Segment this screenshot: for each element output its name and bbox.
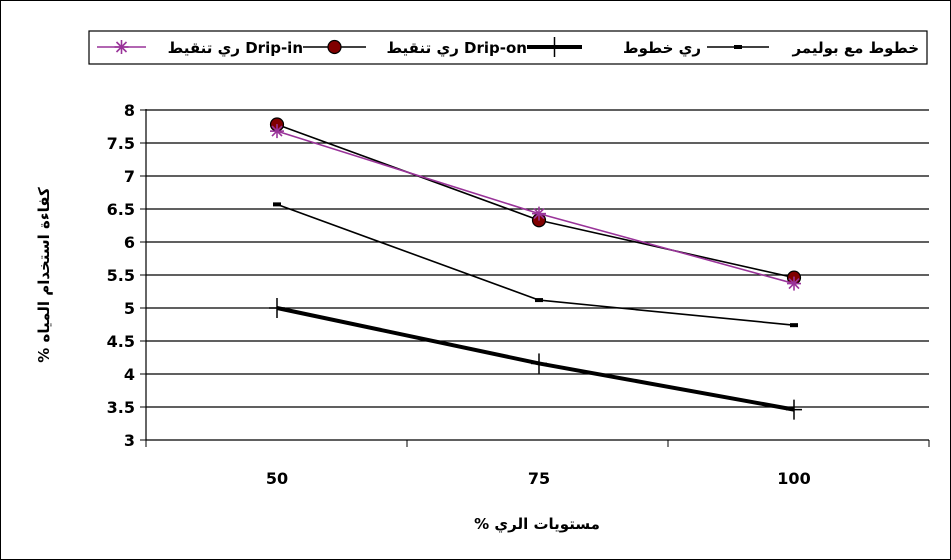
- x-tick-label: 50: [266, 469, 288, 488]
- legend-item: ري تنقيط Drip-on: [303, 39, 527, 58]
- legend-box: [88, 30, 928, 65]
- legend-label: ري تنقيط Drip-on: [386, 39, 527, 58]
- legend-label: ري تنقيط Drip-in: [168, 39, 303, 58]
- y-tick-label: 7: [124, 167, 135, 186]
- series-layer: [269, 117, 802, 420]
- y-tick-label: 3.5: [107, 398, 135, 417]
- legend-item: ري خطوط: [527, 37, 701, 58]
- data-point: [535, 298, 543, 303]
- data-point: [273, 202, 281, 207]
- x-axis-title: مستويات الري %: [474, 515, 600, 534]
- y-tick-label: 5.5: [107, 266, 135, 285]
- y-tick-label: 7.5: [107, 134, 135, 153]
- data-point: [787, 276, 801, 291]
- axes: [140, 109, 930, 447]
- y-tick-label: 4.5: [107, 332, 135, 351]
- legend-item: ري تنقيط Drip-in: [97, 39, 303, 58]
- data-point: [269, 298, 285, 318]
- legend-marker: [546, 37, 563, 57]
- legend-marker: [734, 45, 742, 49]
- legend-marker: [114, 40, 129, 54]
- data-point: [790, 323, 798, 328]
- x-tick-labels: 50 75 100: [266, 469, 811, 488]
- legend-label: خطوط مع بوليمر: [791, 39, 919, 57]
- data-point: [531, 353, 547, 374]
- x-tick-label: 100: [777, 469, 810, 488]
- legend-marker: [327, 39, 342, 55]
- data-point: [786, 399, 802, 420]
- data-point: [270, 124, 284, 139]
- gridlines: [146, 109, 929, 408]
- x-tick-label: 75: [528, 469, 550, 488]
- y-tick-label: 4: [124, 365, 135, 384]
- y-tick-labels: 3 3.5 4 4.5 5 5.5 6 6.5 7 7.5 8: [107, 101, 135, 450]
- series-line: [276, 123, 795, 279]
- series-line: [276, 306, 795, 412]
- y-tick-label: 8: [124, 101, 135, 120]
- legend-item: خطوط مع بوليمر: [707, 39, 919, 57]
- y-tick-label: 6: [124, 233, 135, 252]
- y-tick-label: 3: [124, 431, 135, 450]
- y-tick-label: 5: [124, 299, 135, 318]
- legend-label: ري خطوط: [623, 39, 701, 58]
- y-tick-label: 6.5: [107, 200, 135, 219]
- data-point: [532, 206, 546, 221]
- y-axis-title: كفاءة استخدام المياه %: [35, 187, 53, 363]
- legend: ري تنقيط Drip-in ري تنقيط Drip-on ري خطوط خ…: [88, 30, 928, 65]
